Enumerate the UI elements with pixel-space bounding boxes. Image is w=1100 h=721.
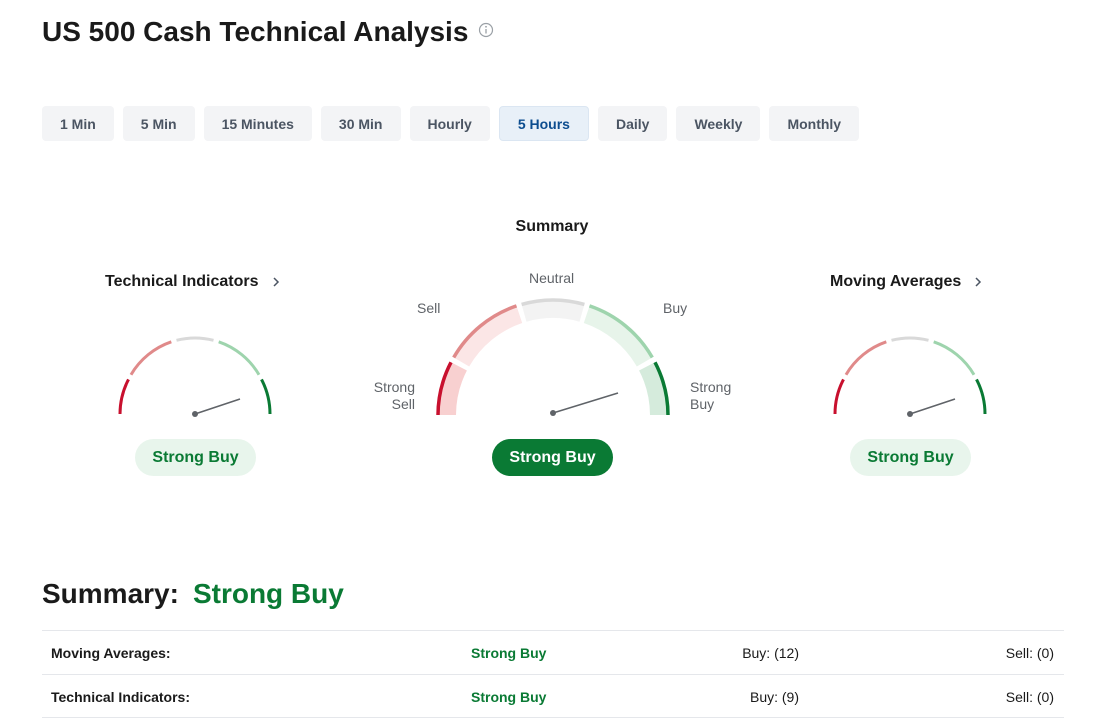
technical-indicators-gauge: [118, 336, 272, 417]
technical-indicators-signal: Strong Buy: [135, 439, 256, 476]
gauge-needle-hub: [192, 411, 198, 417]
summary-gauge-strong-sell-segment: [436, 361, 453, 416]
row-signal: Strong Buy: [471, 645, 547, 661]
summary-gauge-signal: Strong Buy: [492, 439, 613, 476]
gauge-label-strong-buy-line1: Strong: [690, 379, 732, 395]
moving-averages-gauge: [833, 336, 987, 417]
gauge-sell-segment: [844, 340, 887, 376]
gauge-needle: [909, 398, 956, 415]
gauge-label-strong-buy-line2: Buy: [690, 396, 715, 412]
summary-gauge-sell-band: [453, 305, 523, 367]
gauge-label-strong-sell-line1: Strong: [373, 379, 415, 395]
gauge-label-neutral: Neutral: [529, 270, 575, 286]
row-sell-count: Sell: (0): [1005, 645, 1054, 661]
tab-5-hours[interactable]: 5 Hours: [498, 106, 589, 141]
gauge-neutral-segment: [891, 336, 929, 342]
gauge-buy-segment: [933, 340, 976, 376]
row-name: Technical Indicators:: [51, 689, 190, 705]
chevron-right-icon: [975, 277, 982, 287]
table-row: Technical Indicators: Strong Buy Buy: (9…: [42, 674, 1064, 718]
gauge-buy-segment: [218, 340, 261, 376]
tab-1-min[interactable]: 1 Min: [42, 106, 114, 141]
gauge-strong-sell-segment: [833, 378, 845, 415]
summary-gauge-strong-buy-segment: [653, 361, 670, 416]
table-row: Moving Averages: Strong Buy Buy: (12) Se…: [42, 630, 1064, 674]
summary-gauge-neutral-segment: [521, 298, 585, 307]
tab-daily[interactable]: Daily: [597, 106, 668, 141]
row-name: Moving Averages:: [51, 645, 171, 661]
summary-label: Summary:: [42, 578, 179, 609]
gauge-strong-sell-segment: [118, 378, 130, 415]
chevron-right-icon: [273, 277, 279, 287]
summary-gauge-needle-hub: [550, 410, 556, 416]
tab-15-minutes[interactable]: 15 Minutes: [203, 106, 312, 141]
gauge-label-sell: Sell: [417, 300, 441, 316]
technical-indicators-title: Technical Indicators: [105, 273, 259, 290]
gauge-label-strong-sell: Strong Sell: [372, 379, 415, 413]
summary-value: Strong Buy: [192, 578, 344, 609]
moving-averages-title: Moving Averages: [830, 273, 962, 290]
summary-gauge: [436, 298, 670, 416]
gauge-label-buy: Buy: [663, 300, 688, 316]
gauge-strong-buy-segment: [260, 378, 272, 415]
timeframe-tabs: 1 Min 5 Min 15 Minutes 30 Min Hourly 5 H…: [42, 106, 860, 141]
gauge-sell-segment: [129, 340, 172, 376]
row-signal: Strong Buy: [471, 689, 547, 705]
gauge-neutral-segment: [176, 336, 214, 342]
tab-hourly[interactable]: Hourly: [409, 106, 490, 141]
summary-gauge-needle: [552, 392, 619, 414]
gauge-needle-hub: [907, 411, 913, 417]
moving-averages-link[interactable]: Moving Averages: [830, 273, 983, 291]
gauge-label-strong-buy: Strong Buy: [690, 379, 731, 413]
technical-indicators-link[interactable]: Technical Indicators: [105, 273, 281, 291]
gauge-label-strong-sell-line2: Sell: [391, 396, 415, 412]
summary-gauge-buy-band: [583, 305, 653, 367]
tab-weekly[interactable]: Weekly: [676, 106, 761, 141]
summary-table: Moving Averages: Strong Buy Buy: (12) Se…: [42, 630, 1064, 718]
summary-gauge-neutral-band: [521, 300, 585, 322]
moving-averages-signal: Strong Buy: [850, 439, 971, 476]
summary-gauge-heading: Summary: [515, 218, 589, 235]
gauge-needle: [194, 398, 241, 415]
summary-gauge-sell-segment: [452, 304, 518, 359]
tab-5-min[interactable]: 5 Min: [122, 106, 195, 141]
row-buy-count: Buy: (9): [749, 689, 799, 705]
gauge-strong-buy-segment: [975, 378, 987, 415]
summary-result: Summary: Strong Buy: [42, 578, 344, 610]
row-sell-count: Sell: (0): [1005, 689, 1054, 705]
info-icon[interactable]: [478, 22, 494, 38]
page-title: US 500 Cash Technical Analysis: [42, 16, 469, 47]
summary-gauge-buy-segment: [588, 304, 654, 359]
tab-30-min[interactable]: 30 Min: [320, 106, 401, 141]
row-buy-count: Buy: (12): [742, 645, 799, 661]
tab-monthly[interactable]: Monthly: [769, 106, 860, 141]
